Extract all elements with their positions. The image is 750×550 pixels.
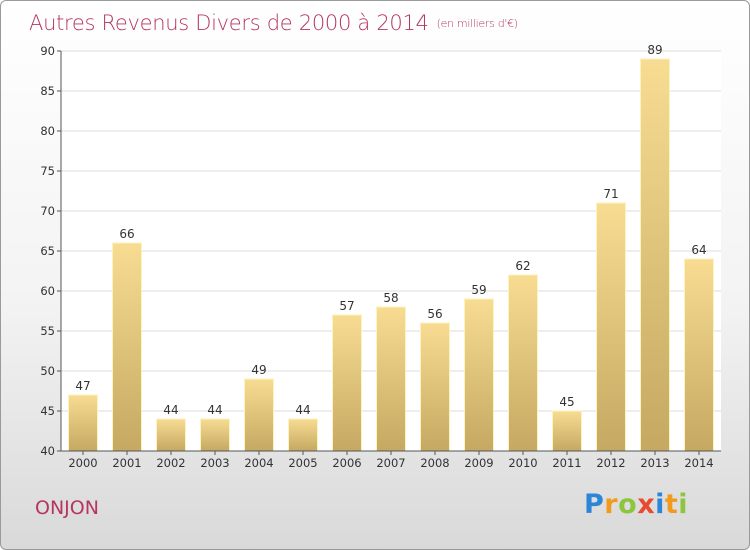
- chart-title-text: Autres Revenus Divers de 2000 à 2014: [29, 11, 429, 35]
- x-tick-label: 2001: [112, 456, 141, 470]
- bar-value-label: 44: [207, 403, 222, 417]
- chart-unit: (en milliers d'€): [436, 17, 518, 30]
- bar-value-label: 89: [647, 43, 662, 57]
- y-tick-label: 55: [40, 324, 55, 338]
- bar-value-label: 66: [119, 227, 134, 241]
- bar: [640, 58, 670, 452]
- logo-letter: o: [618, 489, 638, 520]
- bar: [288, 418, 318, 452]
- x-tick-label: 2013: [640, 456, 669, 470]
- bar: [464, 298, 494, 452]
- bar: [156, 418, 186, 452]
- x-tick-label: 2011: [552, 456, 581, 470]
- y-tick-label: 50: [40, 364, 55, 378]
- y-tick-label: 60: [40, 284, 55, 298]
- bar-value-label: 56: [427, 307, 442, 321]
- proxiti-logo: Proxiti: [584, 489, 688, 520]
- x-tick-label: 2008: [420, 456, 449, 470]
- bar: [200, 418, 230, 452]
- bar-value-label: 44: [163, 403, 178, 417]
- x-tick-label: 2007: [376, 456, 405, 470]
- logo-letter: t: [664, 489, 679, 520]
- bar: [420, 322, 450, 452]
- x-tick-label: 2005: [288, 456, 317, 470]
- bar-value-label: 71: [603, 187, 618, 201]
- logo-letter: i: [655, 489, 665, 520]
- bar-value-label: 57: [339, 299, 354, 313]
- y-tick-label: 85: [40, 84, 55, 98]
- x-tick-label: 2012: [596, 456, 625, 470]
- bar-value-label: 58: [383, 291, 398, 305]
- bar-value-label: 49: [251, 363, 266, 377]
- axis-layer: 40 45 50 55 60 65 70 75 80 85 90 2000 2001 2002 2003 20…: [40, 44, 721, 470]
- y-tick-label: 70: [40, 204, 55, 218]
- x-tick-label: 2006: [332, 456, 361, 470]
- x-tick-label: 2004: [244, 456, 273, 470]
- logo-letter: x: [637, 489, 656, 520]
- bar: [684, 258, 714, 452]
- chart-title: Autres Revenus Divers de 2000 à 2014 (en …: [29, 11, 518, 35]
- y-tick-label: 80: [40, 124, 55, 138]
- bar: [332, 314, 362, 452]
- x-tick-label: 2009: [464, 456, 493, 470]
- x-tick-label: 2014: [684, 456, 713, 470]
- y-tick-label: 90: [40, 44, 55, 58]
- x-tick-label: 2003: [200, 456, 229, 470]
- logo-letter: i: [678, 489, 689, 520]
- bar: [376, 306, 406, 452]
- bar-value-label: 45: [559, 395, 574, 409]
- bar-value-label: 44: [295, 403, 310, 417]
- logo-letter: r: [604, 489, 619, 520]
- y-tick-label: 65: [40, 244, 55, 258]
- town-name: ONJON: [35, 497, 99, 519]
- bar-value-label: 59: [471, 283, 486, 297]
- bar-value-label: 47: [75, 379, 90, 393]
- x-tick-label: 2002: [156, 456, 185, 470]
- bar: [508, 274, 538, 452]
- bar-value-label: 62: [515, 259, 530, 273]
- bar: [68, 394, 98, 452]
- bar: [552, 410, 582, 452]
- x-tick-label: 2000: [68, 456, 97, 470]
- bar: [244, 378, 274, 452]
- y-tick-label: 45: [40, 404, 55, 418]
- logo-letter: P: [584, 489, 605, 520]
- bar-value-label: 64: [691, 243, 706, 257]
- y-tick-label: 75: [40, 164, 55, 178]
- bar: [596, 202, 626, 452]
- x-tick-label: 2010: [508, 456, 537, 470]
- y-tick-label: 40: [40, 444, 55, 458]
- bar: [112, 242, 142, 452]
